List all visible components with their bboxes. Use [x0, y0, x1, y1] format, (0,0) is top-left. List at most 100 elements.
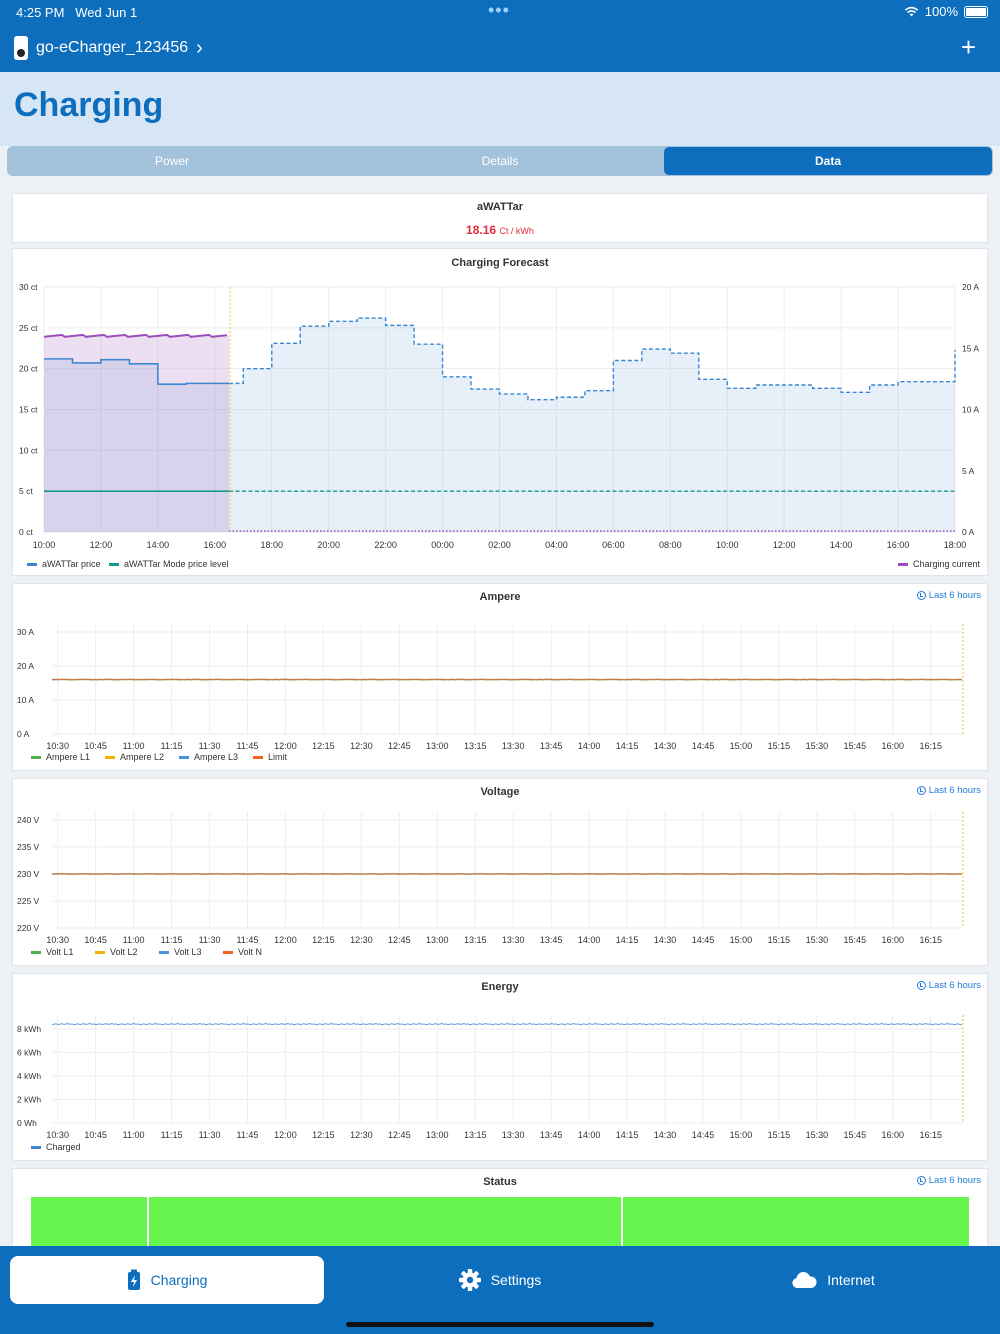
- x-tick-label: 13:45: [540, 935, 563, 945]
- legend-label: Charging current: [913, 559, 981, 569]
- ampere-range-button[interactable]: Last 6 hours: [916, 590, 981, 601]
- x-tick-label: 16:00: [887, 540, 910, 550]
- x-tick-label: 13:00: [426, 1130, 449, 1140]
- energy-range-label: Last 6 hours: [928, 980, 981, 991]
- legend-swatch: [27, 563, 37, 566]
- legend-label: Ampere L2: [120, 752, 164, 762]
- tab-power[interactable]: Power: [154, 154, 189, 168]
- page-header: Charging: [0, 72, 1000, 146]
- x-tick-label: 14:30: [654, 741, 677, 751]
- x-tick-label: 14:15: [616, 1130, 639, 1140]
- y-left-tick-label: 5 ct: [19, 486, 33, 496]
- x-tick-label: 13:15: [464, 741, 487, 751]
- tab-details[interactable]: Details: [481, 154, 519, 168]
- legend-swatch: [253, 756, 263, 759]
- ampere-title: Ampere: [479, 591, 521, 603]
- x-tick-label: 15:30: [806, 1130, 829, 1140]
- x-tick-label: 16:15: [919, 741, 942, 751]
- y-right-tick-label: 10 A: [962, 405, 979, 415]
- tab-charging[interactable]: Charging: [10, 1256, 324, 1304]
- x-tick-label: 15:45: [844, 741, 867, 751]
- voltage-chart: 10:30 10:45 11:00 11:15 11:30 11:45 12:00 12:15…: [17, 812, 964, 957]
- battery-status: 100%: [904, 4, 988, 19]
- energy-range-button[interactable]: Last 6 hours: [916, 980, 981, 991]
- x-tick-label: 15:00: [730, 741, 753, 751]
- y-left-tick-label: 0 ct: [19, 527, 33, 537]
- status-divider: [147, 1197, 149, 1247]
- x-tick-label: 18:00: [260, 540, 283, 550]
- legend-label: Ampere L1: [46, 752, 90, 762]
- legend-label: Volt L1: [46, 947, 74, 957]
- y-tick-label: 6 kWh: [17, 1047, 41, 1057]
- x-tick-label: 10:00: [716, 540, 739, 550]
- gear-icon: [458, 1269, 481, 1291]
- x-tick-label: 10:30: [46, 935, 69, 945]
- ampere-range-label: Last 6 hours: [928, 590, 981, 601]
- ampere-chart: 10:30 10:45 11:00 11:15 11:30 11:45 12:00 12:15…: [17, 624, 964, 762]
- x-tick-label: 20:00: [317, 540, 340, 550]
- x-tick-label: 12:00: [274, 741, 297, 751]
- tab-internet-label: Internet: [827, 1272, 875, 1288]
- forecast-chart: 10:00 12:00 14:00 16:00 18:00 20:00 22:00 00:00…: [19, 282, 981, 569]
- x-tick-label: 15:15: [768, 741, 791, 751]
- tab-internet[interactable]: Internet: [676, 1256, 990, 1304]
- charging-current-line: [43, 333, 228, 338]
- x-tick-label: 12:15: [312, 1130, 335, 1140]
- status-divider: [621, 1197, 623, 1247]
- x-tick-label: 13:45: [540, 741, 563, 751]
- tab-settings-label: Settings: [490, 1272, 542, 1288]
- legend-swatch: [179, 756, 189, 759]
- x-tick-label: 10:30: [46, 1130, 69, 1140]
- x-tick-label: 12:45: [388, 741, 411, 751]
- x-tick-label: 16:15: [919, 1130, 942, 1140]
- x-tick-label: 14:45: [692, 935, 715, 945]
- x-tick-label: 16:00: [204, 540, 227, 550]
- x-tick-label: 12:15: [312, 741, 335, 751]
- tab-settings[interactable]: Settings: [340, 1256, 660, 1304]
- x-tick-label: 14:45: [692, 741, 715, 751]
- x-tick-label: 16:00: [882, 935, 905, 945]
- multitasking-dots-icon[interactable]: •••: [488, 0, 510, 20]
- y-tick-label: 235 V: [17, 842, 40, 852]
- tab-data[interactable]: Data: [664, 147, 992, 175]
- x-tick-label: 12:15: [312, 935, 335, 945]
- y-tick-label: 4 kWh: [17, 1071, 41, 1081]
- price-value: 18.16: [466, 223, 497, 237]
- y-right-tick-label: 5 A: [962, 466, 975, 476]
- voltage-title: Voltage: [480, 786, 520, 798]
- y-tick-label: 230 V: [17, 869, 40, 879]
- x-tick-label: 12:45: [388, 1130, 411, 1140]
- x-tick-label: 11:45: [237, 935, 259, 945]
- battery-percent: 100%: [924, 4, 958, 19]
- x-tick-label: 13:00: [426, 741, 449, 751]
- x-tick-label: 12:30: [350, 935, 373, 945]
- wifi-icon: [904, 6, 919, 17]
- x-tick-label: 10:45: [84, 1130, 107, 1140]
- forecast-card: Charging Forecast 10:00 12:00 14:00 16:00 18…: [12, 248, 988, 576]
- add-device-button[interactable]: +: [960, 32, 976, 62]
- y-left-tick-label: 30 ct: [19, 282, 38, 292]
- x-tick-label: 14:45: [692, 1130, 715, 1140]
- awattar-price: 18.16 Ct / kWh: [13, 223, 987, 237]
- x-tick-label: 14:00: [147, 540, 170, 550]
- legend-label: aWATTar price: [42, 559, 101, 569]
- legend-label: Ampere L3: [194, 752, 238, 762]
- energy-chart: 10:30 10:45 11:00 11:15 11:30 11:45 12:00 12:15…: [17, 1015, 964, 1152]
- voltage-range-label: Last 6 hours: [928, 785, 981, 796]
- status-timeline-bar: [31, 1197, 969, 1247]
- x-tick-label: 12:45: [388, 935, 411, 945]
- legend-swatch: [898, 563, 908, 566]
- voltage-range-button[interactable]: Last 6 hours: [916, 785, 981, 796]
- y-right-tick-label: 20 A: [962, 282, 979, 292]
- y-tick-label: 220 V: [17, 923, 40, 933]
- device-selector[interactable]: go-eCharger_123456 ›: [14, 36, 203, 60]
- status-range-button[interactable]: Last 6 hours: [916, 1175, 981, 1186]
- system-status-bar: 4:25 PM Wed Jun 1 ••• 100%: [0, 0, 1000, 24]
- x-tick-label: 15:45: [844, 1130, 867, 1140]
- status-range-label: Last 6 hours: [928, 1175, 981, 1186]
- y-tick-label: 2 kWh: [17, 1094, 41, 1104]
- legend-swatch: [223, 951, 233, 954]
- charger-icon: [14, 36, 28, 60]
- x-tick-label: 16:00: [882, 1130, 905, 1140]
- legend-label: Volt L2: [110, 947, 138, 957]
